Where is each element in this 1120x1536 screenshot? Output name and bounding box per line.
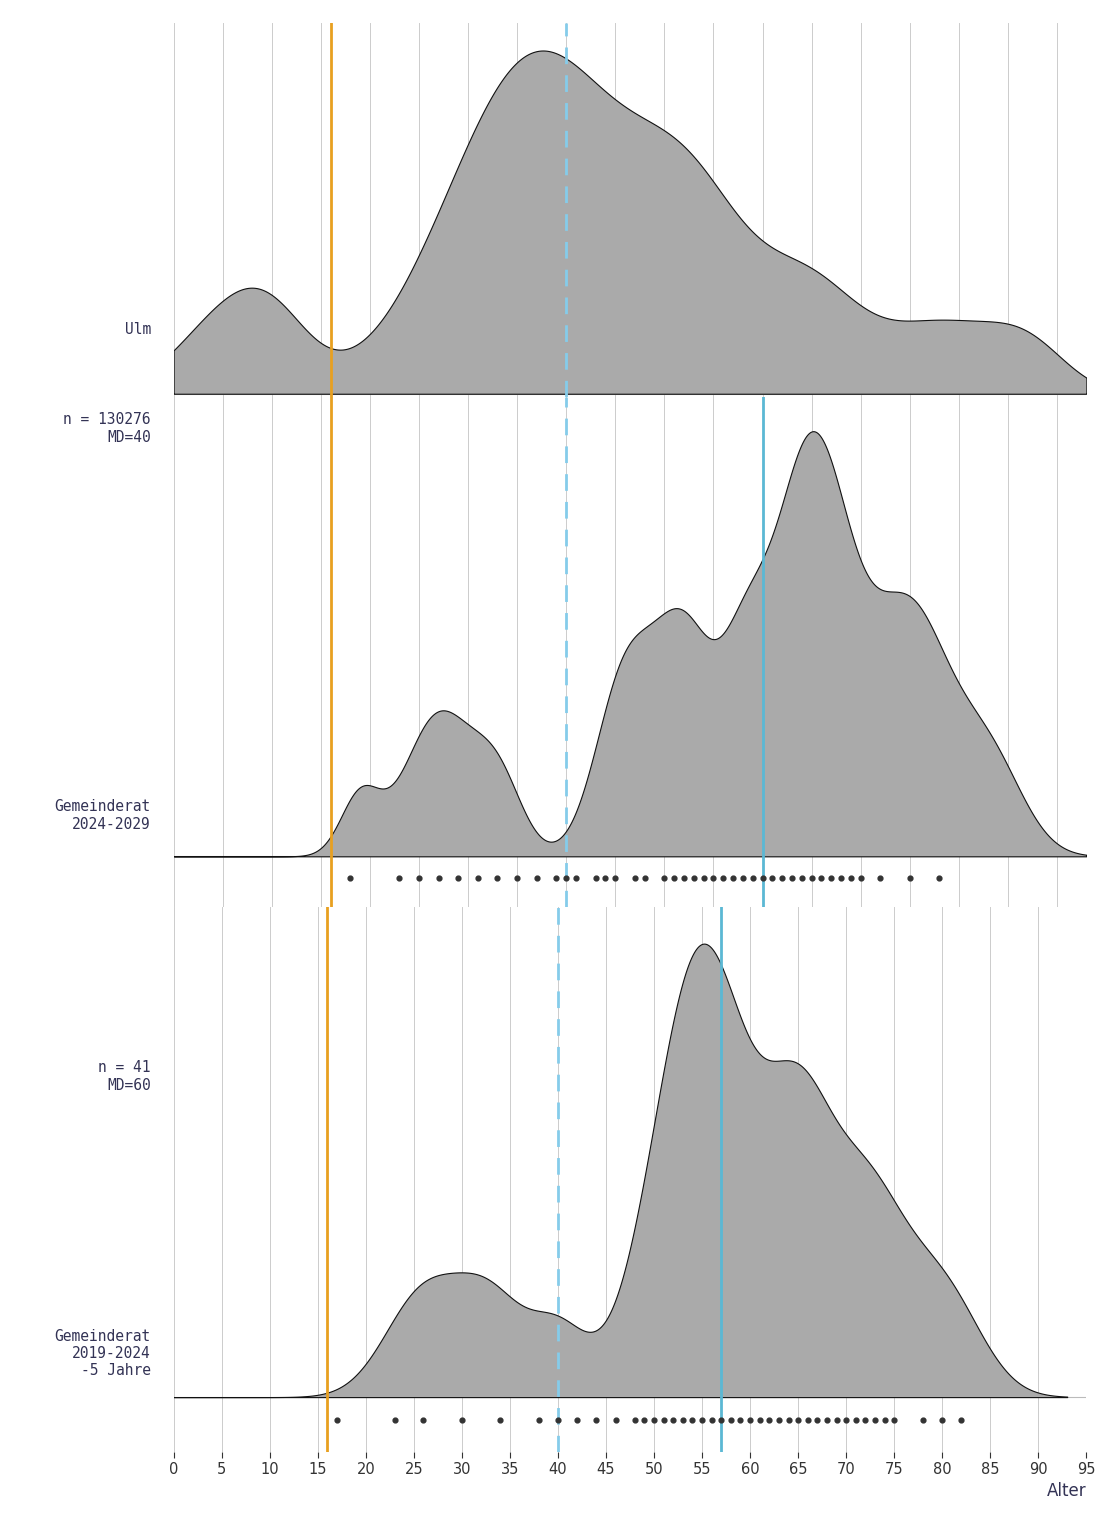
Point [548, 865, 566, 889]
Point [655, 1407, 673, 1432]
Point [664, 1407, 682, 1432]
Text: n = 41
MD=60: n = 41 MD=60 [99, 1060, 151, 1092]
Text: Gemeinderat
2024-2029: Gemeinderat 2024-2029 [55, 799, 151, 831]
Point [449, 865, 467, 889]
Point [933, 1407, 951, 1432]
Point [847, 1407, 865, 1432]
Point [722, 1407, 740, 1432]
Point [626, 865, 644, 889]
Point [952, 1407, 970, 1432]
Point [385, 1407, 403, 1432]
Point [866, 1407, 884, 1432]
Text: Gemeinderat
2019-2024
-5 Jahre: Gemeinderat 2019-2024 -5 Jahre [55, 1329, 151, 1378]
Point [818, 1407, 836, 1432]
Point [725, 865, 743, 889]
Point [430, 865, 448, 889]
Point [391, 865, 409, 889]
Point [731, 1407, 749, 1432]
Point [567, 865, 585, 889]
Point [645, 1407, 663, 1432]
Point [414, 1407, 432, 1432]
Point [790, 1407, 808, 1432]
Point [838, 1407, 856, 1432]
Point [452, 1407, 470, 1432]
X-axis label: Alter: Alter [1047, 1482, 1086, 1501]
Point [635, 1407, 653, 1432]
Point [828, 1407, 846, 1432]
Point [702, 1407, 720, 1432]
Point [857, 1407, 875, 1432]
Point [876, 1407, 894, 1432]
Point [568, 1407, 586, 1432]
Point [799, 1407, 816, 1432]
Point [469, 865, 487, 889]
Point [684, 865, 702, 889]
Point [328, 1407, 346, 1432]
Point [508, 865, 526, 889]
Point [683, 1407, 701, 1432]
Point [492, 1407, 510, 1432]
Point [842, 865, 860, 889]
Text: n = 130276
MD=40: n = 130276 MD=40 [63, 412, 151, 444]
Point [754, 865, 772, 889]
Point [914, 1407, 932, 1432]
Point [410, 865, 428, 889]
Point [693, 1407, 711, 1432]
Point [783, 865, 801, 889]
Point [931, 865, 949, 889]
Point [760, 1407, 778, 1432]
Point [655, 865, 673, 889]
Point [528, 865, 545, 889]
Point [549, 1407, 567, 1432]
Point [530, 1407, 548, 1432]
Point [809, 1407, 827, 1432]
Point [675, 865, 693, 889]
Point [803, 865, 821, 889]
Point [712, 1407, 730, 1432]
Point [704, 865, 722, 889]
Point [587, 1407, 605, 1432]
Point [851, 865, 869, 889]
Point [342, 865, 360, 889]
Point [773, 865, 791, 889]
Point [488, 865, 506, 889]
Point [744, 865, 762, 889]
Point [665, 865, 683, 889]
Point [715, 865, 732, 889]
Point [741, 1407, 759, 1432]
Point [587, 865, 605, 889]
Point [636, 865, 654, 889]
Point [812, 865, 830, 889]
Point [885, 1407, 903, 1432]
Point [674, 1407, 692, 1432]
Point [764, 865, 782, 889]
Point [597, 865, 615, 889]
Point [626, 1407, 644, 1432]
Point [606, 865, 624, 889]
Point [900, 865, 918, 889]
Point [793, 865, 811, 889]
Point [832, 865, 850, 889]
Point [558, 865, 576, 889]
Text: Ulm: Ulm [124, 323, 151, 338]
Point [780, 1407, 797, 1432]
Point [769, 1407, 787, 1432]
Point [734, 865, 752, 889]
Point [871, 865, 889, 889]
Point [694, 865, 712, 889]
Point [822, 865, 840, 889]
Point [607, 1407, 625, 1432]
Point [750, 1407, 768, 1432]
